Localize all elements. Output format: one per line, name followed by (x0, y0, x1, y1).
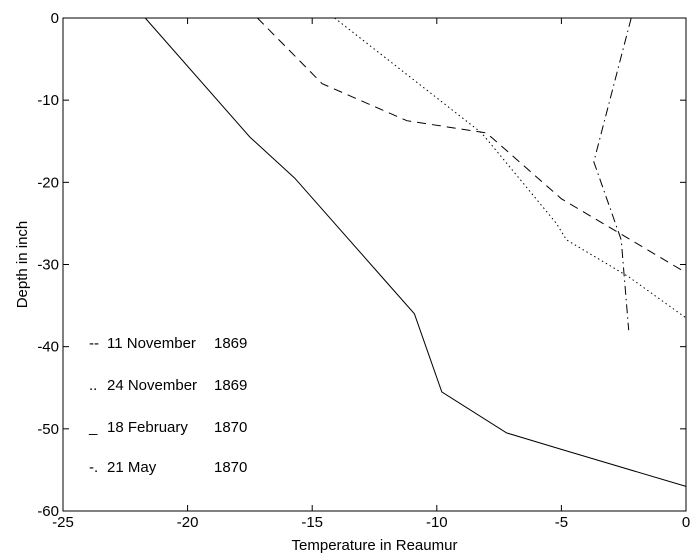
legend-year: 1869 (214, 377, 247, 394)
y-tick-label: 0 (51, 10, 59, 27)
legend-marker: .. (89, 377, 97, 394)
legend-label: 24 November (107, 377, 197, 394)
x-tick-label: -25 (52, 514, 74, 531)
y-axis-ticks: 0 -10 -20 -30 -40 -50 -60 (37, 10, 686, 520)
series-line-4 (593, 17, 632, 331)
legend-marker: -. (89, 459, 98, 476)
y-tick-label: -50 (37, 421, 59, 438)
plot-lines (144, 17, 687, 487)
x-tick-label: -5 (555, 514, 568, 531)
x-axis-ticks: -25 -20 -15 -10 -5 0 (52, 18, 690, 531)
y-tick-label: -60 (37, 503, 59, 520)
legend-label: 11 November (107, 335, 196, 352)
y-tick-label: -20 (37, 174, 59, 191)
legend-entry: -- 11 November 1869 (89, 335, 247, 352)
y-tick-label: -40 (37, 339, 59, 356)
legend-entry: _ 18 February 1870 (88, 419, 247, 436)
legend-entry: -. 21 May 1870 (89, 459, 247, 476)
legend: -- 11 November 1869.. 24 November 1869 _ 18 Fe… (88, 335, 247, 476)
legend-label: 21 May (107, 459, 157, 476)
y-axis-label: Depth in inch (14, 221, 31, 309)
series-line-1 (257, 17, 687, 274)
y-tick-label: -30 (37, 257, 59, 274)
x-tick-label: 0 (682, 514, 690, 531)
plot-frame (62, 17, 687, 512)
legend-year: 1870 (214, 419, 247, 436)
legend-label: 18 February (107, 419, 188, 436)
x-tick-label: -20 (177, 514, 199, 531)
series-line-2 (334, 17, 687, 319)
legend-entry: .. 24 November 1869 (89, 377, 247, 394)
x-tick-label: -15 (301, 514, 323, 531)
legend-year: 1869 (214, 335, 247, 352)
x-tick-label: -10 (426, 514, 448, 531)
legend-marker: _ (88, 419, 98, 436)
y-tick-label: -10 (37, 92, 59, 109)
legend-year: 1870 (214, 459, 247, 476)
series-line-3 (144, 17, 687, 487)
x-axis-label: Temperature in Reaumur (292, 537, 458, 554)
legend-marker: -- (89, 335, 99, 352)
